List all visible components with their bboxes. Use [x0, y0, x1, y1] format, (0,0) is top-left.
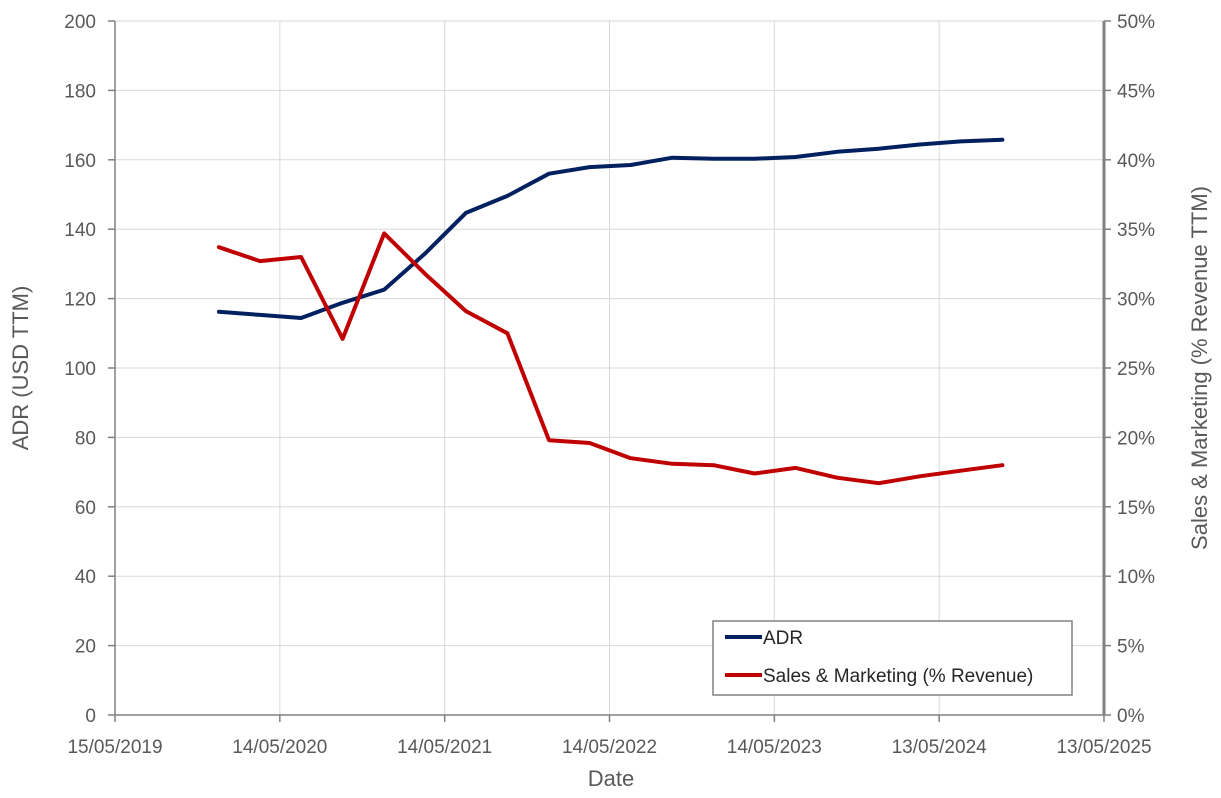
y-left-tick-label: 60 [75, 498, 96, 519]
y-right-tick-label: 25% [1117, 359, 1155, 380]
y-left-tick-label: 100 [64, 359, 96, 380]
y-left-tick-label: 180 [64, 81, 96, 102]
y-right-tick-label: 35% [1117, 220, 1155, 241]
y-right-tick-label: 40% [1117, 151, 1155, 172]
x-tick-label: 14/05/2021 [397, 737, 492, 758]
x-tick-label: 14/05/2022 [562, 737, 657, 758]
y-axis-right-title: Sales & Marketing (% Revenue TTM) [1187, 186, 1212, 550]
y-left-tick-label: 200 [64, 12, 96, 33]
y-left-tick-label: 120 [64, 290, 96, 311]
y-right-tick-label: 0% [1117, 706, 1145, 727]
y-right-tick-label: 50% [1117, 12, 1155, 33]
x-tick-label: 13/05/2024 [892, 737, 988, 758]
y-right-tick-label: 45% [1117, 81, 1155, 102]
y-left-tick-label: 0 [85, 706, 96, 727]
x-tick-label: 15/05/2019 [67, 737, 162, 758]
y-right-tick-label: 5% [1117, 637, 1145, 658]
y-right-tick-label: 20% [1117, 428, 1155, 449]
series-line-adr [216, 137, 1005, 320]
y-left-tick-label: 40 [75, 567, 96, 588]
y-right-tick-label: 15% [1117, 498, 1155, 519]
axes: 0 0% 20 5% 40 10% 60 15% 80 20% 100 25% 120 30% 140 35%… [64, 12, 1155, 758]
legend-label-adr: ADR [763, 628, 803, 649]
gridlines [115, 20, 1104, 715]
x-axis-title: Date [588, 766, 634, 791]
legend: ADR Sales & Marketing (% Revenue) [712, 620, 1073, 696]
y-left-tick-label: 160 [64, 151, 96, 172]
y-left-tick-label: 20 [75, 637, 96, 658]
y-right-tick-label: 10% [1117, 567, 1155, 588]
y-left-tick-label: 140 [64, 220, 96, 241]
legend-box [712, 620, 1073, 696]
series-line-sales-marketing-revenue [216, 231, 1005, 486]
y-right-tick-label: 30% [1117, 290, 1155, 311]
legend-label-sales-marketing: Sales & Marketing (% Revenue) [763, 666, 1033, 687]
y-axis-left-title: ADR (USD TTM) [8, 286, 33, 451]
x-tick-label: 13/05/2025 [1056, 737, 1151, 758]
y-left-tick-label: 80 [75, 428, 96, 449]
x-tick-label: 14/05/2020 [232, 737, 327, 758]
x-tick-label: 14/05/2023 [727, 737, 822, 758]
series-lines [216, 137, 1005, 486]
